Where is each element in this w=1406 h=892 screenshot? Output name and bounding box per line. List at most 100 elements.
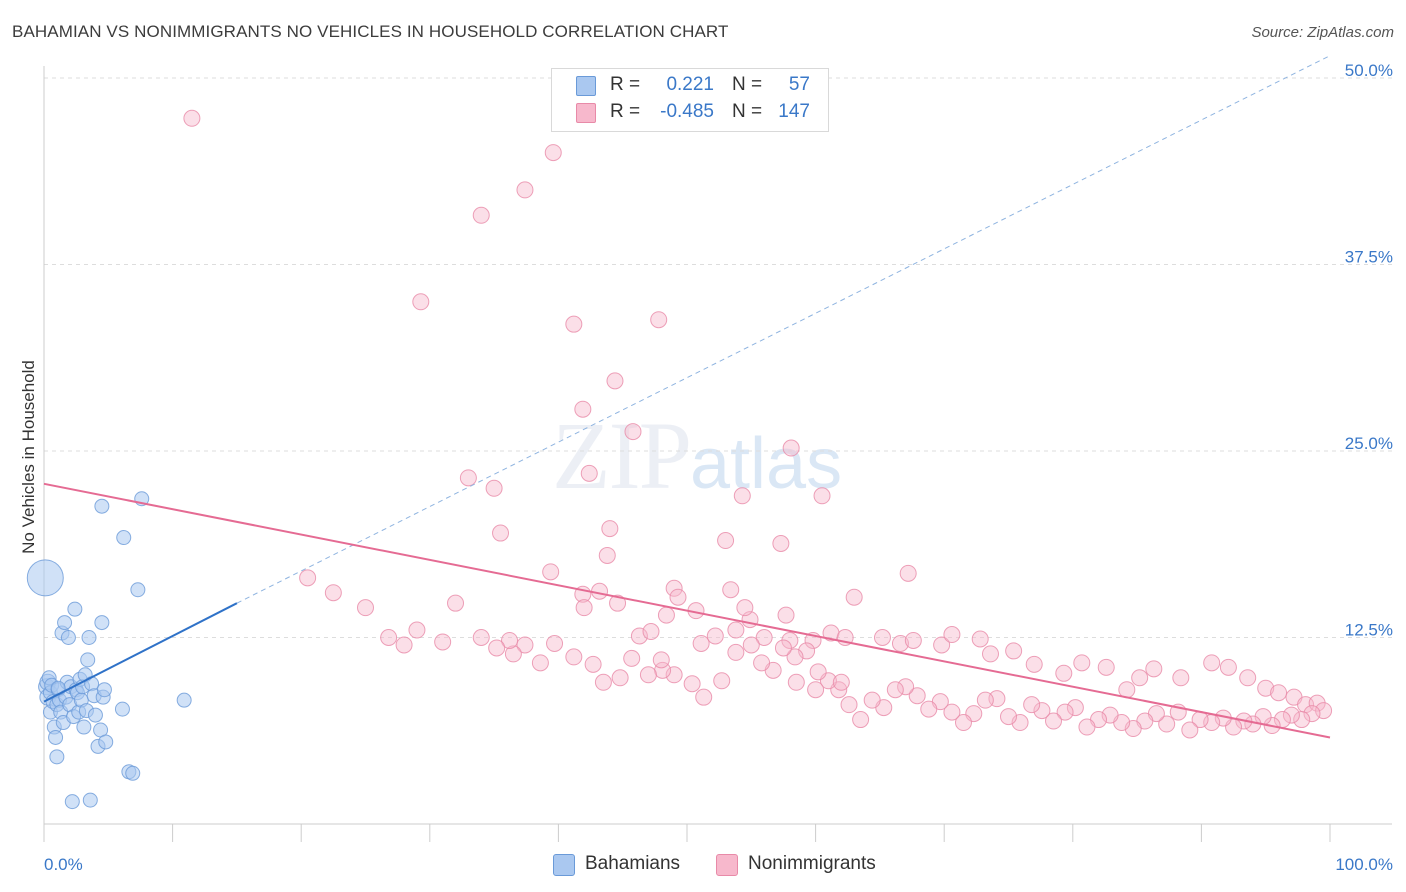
chart-title: BAHAMIAN VS NONIMMIGRANTS NO VEHICLES IN…: [12, 22, 729, 41]
bahamian-point: [94, 615, 110, 631]
nonimmigrant-point: [1055, 664, 1073, 682]
nonimmigrant-point: [1172, 669, 1190, 687]
nonimmigrant-point: [584, 655, 602, 673]
nonimmigrant-point: [501, 631, 519, 649]
nonimmigrant-point: [1005, 642, 1023, 660]
nonimmigrant-point: [516, 181, 534, 199]
legend-swatch-nonimmigrants: [576, 103, 596, 123]
nonimmigrant-point: [575, 599, 593, 617]
bahamian-point: [125, 765, 141, 781]
nonimmigrant-point: [736, 599, 754, 617]
bahamian-point: [80, 652, 96, 668]
y-tick-label: 50.0%: [1345, 61, 1393, 80]
nonimmigrant-point: [601, 520, 619, 538]
legend-n-label: N =: [732, 101, 763, 122]
nonimmigrant-point: [324, 584, 342, 602]
legend-swatch-bahamians: [576, 76, 596, 96]
nonimmigrant-point: [1239, 669, 1257, 687]
nonimmigrant-point: [727, 621, 745, 639]
watermark: ZIPatlas: [552, 400, 842, 511]
nonimmigrant-point: [412, 293, 430, 311]
series-legend: Bahamians Nonimmigrants: [0, 852, 1406, 878]
nonimmigrant-point: [873, 629, 891, 646]
nonimmigrant-point: [1056, 703, 1074, 721]
nonimmigrant-point: [852, 711, 870, 729]
bahamian-point: [82, 792, 98, 808]
nonimmigrant-point: [652, 651, 670, 669]
nonimmigrant-point: [981, 645, 999, 663]
nonimmigrant-point: [434, 633, 452, 651]
nonimmigrant-point: [472, 629, 490, 646]
bahamian-point: [57, 615, 73, 631]
bahamian-point: [114, 701, 130, 717]
nonimmigrant-point: [546, 634, 564, 652]
nonimmigrant-point: [504, 645, 522, 663]
series-legend-label: Bahamians: [585, 853, 681, 874]
nonimmigrant-point: [565, 315, 583, 333]
nonimmigrant-point: [574, 400, 592, 418]
legend-r-label: R =: [610, 74, 641, 95]
nonimmigrant-point: [772, 535, 790, 553]
series-legend-label: Nonimmigrants: [748, 853, 876, 874]
legend-r-label: R =: [610, 101, 641, 122]
nonimmigrant-point: [459, 469, 477, 487]
nonimmigrant-point: [933, 636, 951, 654]
nonimmigrant-point: [695, 688, 713, 706]
nonimmigrant-point: [299, 569, 317, 587]
bahamian-trend-extension: [236, 55, 1331, 604]
nonimmigrant-point: [531, 654, 549, 672]
y-tick-label: 25.0%: [1345, 434, 1393, 453]
nonimmigrant-point: [447, 594, 465, 612]
nonimmigrant-point: [1045, 712, 1063, 730]
y-tick-label: 37.5%: [1345, 248, 1393, 267]
nonimmigrant-point: [1145, 660, 1163, 678]
legend-n-value: 57: [788, 74, 810, 95]
nonimmigrant-point: [488, 639, 506, 657]
nonimmigrant-point: [786, 648, 804, 666]
nonimmigrant-point: [706, 627, 724, 645]
nonimmigrant-point: [580, 464, 598, 482]
nonimmigrant-point: [408, 621, 426, 639]
nonimmigrant-point: [1073, 654, 1091, 672]
nonimmigrant-point: [1033, 702, 1051, 720]
source-credit: Source: ZipAtlas.com: [1251, 24, 1394, 41]
nonimmigrant-point: [976, 691, 994, 709]
legend-n-label: N =: [732, 74, 763, 95]
nonimmigrant-point: [692, 634, 710, 652]
nonimmigrant-point: [380, 629, 398, 646]
nonimmigrant-point: [943, 703, 961, 721]
series-legend-swatch: [716, 854, 738, 876]
bahamian-point: [64, 794, 80, 810]
nonimmigrant-point: [722, 581, 740, 599]
legend-r-value: 0.221: [666, 74, 714, 95]
nonimmigrant-point: [1257, 679, 1275, 697]
nonimmigrant-point: [774, 639, 792, 657]
legend-row-nonimmigrants: R = -0.485 N = 147: [552, 100, 828, 126]
grid-layer: [44, 77, 1392, 638]
nonimmigrant-point: [642, 623, 660, 641]
nonimmigrant-point: [598, 546, 616, 564]
bahamian-point: [48, 729, 64, 745]
nonimmigrant-point: [755, 629, 773, 646]
nonimmigrant-point: [727, 643, 745, 661]
x-tick-label: 0.0%: [44, 855, 83, 874]
nonimmigrant-point: [542, 563, 560, 581]
nonimmigrant-point: [840, 696, 858, 714]
series-legend-swatch: [553, 854, 575, 876]
bahamian-point: [50, 680, 66, 696]
bahamian-point: [96, 682, 112, 698]
nonimmigrant-trend-line: [43, 482, 1331, 739]
correlation-legend: R = 0.221 N = 57 R = -0.485 N = 147: [551, 68, 829, 132]
nonimmigrant-point: [1203, 654, 1221, 672]
legend-row-bahamians: R = 0.221 N = 57: [552, 73, 828, 99]
nonimmigrant-point: [943, 626, 961, 644]
nonimmigrant-point: [639, 666, 657, 684]
bahamian-point: [81, 630, 97, 645]
nonimmigrant-point: [908, 687, 926, 705]
nonimmigrant-point: [624, 423, 642, 441]
nonimmigrant-point: [782, 439, 800, 457]
nonimmigrant-point: [742, 636, 760, 654]
nonimmigrant-point: [891, 634, 909, 652]
nonimmigrant-point: [1000, 708, 1017, 726]
